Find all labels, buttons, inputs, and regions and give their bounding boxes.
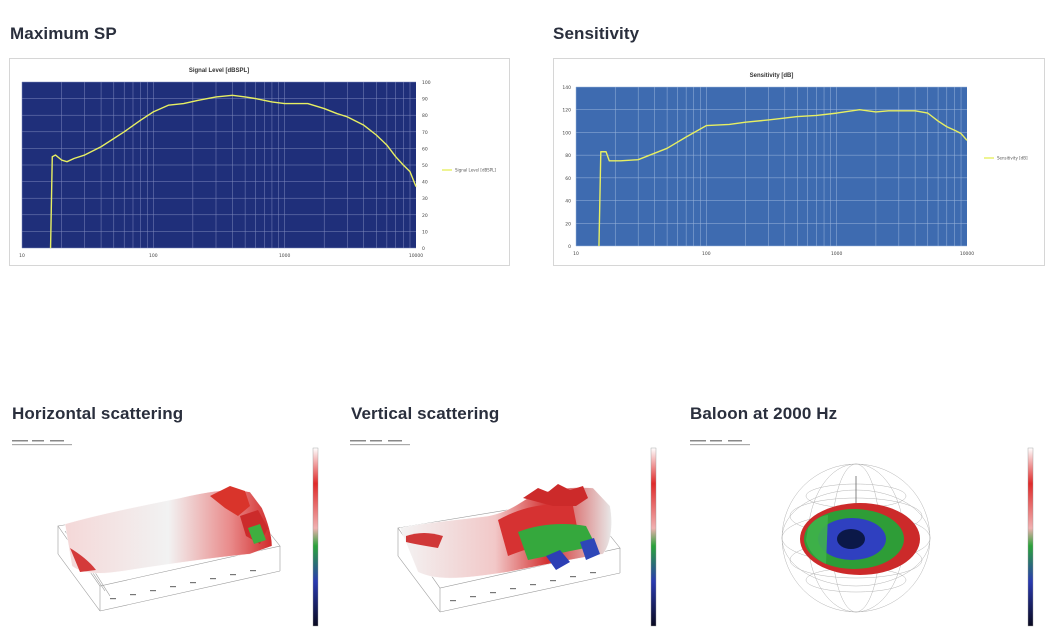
surface-peak bbox=[210, 486, 250, 516]
vertical-scattering-plot bbox=[350, 440, 657, 627]
axis-ticks bbox=[110, 570, 256, 600]
max-sp-series-line bbox=[49, 94, 417, 249]
sensitivity-chart-frame: Sensitivity [dB] 0 20 40 60 80 100 120 140 10 100 1… bbox=[553, 58, 1045, 266]
max-sp-x-tick-label: 10000 bbox=[409, 253, 423, 259]
colorbar bbox=[1027, 447, 1034, 627]
sensitivity-y-tick-label: 120 bbox=[562, 108, 571, 114]
max-sp-y-tick-label: 100 bbox=[422, 80, 431, 86]
max-sp-chart-title: Signal Level [dBSPL] bbox=[189, 68, 249, 74]
max-sp-y-tick-label: 20 bbox=[422, 213, 428, 219]
surface-green-area bbox=[518, 524, 596, 560]
max-sp-y-tick-label: 10 bbox=[422, 229, 428, 235]
legend-text-line bbox=[728, 440, 742, 442]
balloon-plot bbox=[690, 440, 1034, 627]
horizontal-surface bbox=[64, 490, 273, 574]
sensitivity-title: Sensitivity bbox=[553, 24, 640, 43]
max-sp-legend-label: Signal Level [dBSPL] bbox=[455, 168, 496, 173]
max-sp-x-tick-label: 100 bbox=[149, 253, 158, 259]
legend-text-line bbox=[350, 444, 410, 446]
max-sp-y-tick-label: 50 bbox=[422, 163, 428, 169]
sensitivity-y-tick-label: 60 bbox=[565, 176, 571, 182]
legend-text-line bbox=[388, 440, 402, 442]
balloon-panel bbox=[688, 436, 1046, 628]
sensitivity-y-tick-label: 0 bbox=[568, 244, 571, 250]
sensitivity-chart-title: Sensitivity [dB] bbox=[750, 73, 794, 79]
sensitivity-x-tick-label: 1000 bbox=[831, 251, 843, 257]
max-sp-y-tick-label: 0 bbox=[422, 246, 425, 252]
colorbar bbox=[312, 447, 319, 627]
axis-ticks bbox=[450, 572, 596, 602]
legend-text-line bbox=[32, 440, 44, 442]
balloon-title: Baloon at 2000 Hz bbox=[690, 404, 838, 423]
max-sp-grid bbox=[21, 81, 416, 249]
sensitivity-chart: Sensitivity [dB] 0 20 40 60 80 100 120 140 10 100 1… bbox=[562, 73, 1028, 257]
max-sp-title: Maximum SP bbox=[10, 24, 117, 43]
sensitivity-x-tick-label: 10000 bbox=[960, 251, 974, 257]
sensitivity-y-tick-label: 80 bbox=[565, 153, 571, 159]
surface-edge bbox=[70, 548, 96, 572]
sensitivity-y-tick-label: 40 bbox=[565, 199, 571, 205]
horizontal-scattering-title: Horizontal scattering bbox=[12, 404, 184, 423]
sensitivity-series-line bbox=[598, 109, 968, 247]
horizontal-scattering-plot bbox=[12, 440, 319, 627]
max-sp-y-tick-label: 40 bbox=[422, 180, 428, 186]
max-sp-x-tick-label: 1000 bbox=[279, 253, 291, 259]
max-sp-x-tick-label: 10 bbox=[19, 253, 25, 259]
legend-text-line bbox=[690, 440, 706, 442]
surface-blue-area bbox=[580, 538, 600, 560]
sensitivity-y-tick-label: 100 bbox=[562, 130, 571, 136]
sensitivity-x-tick-label: 100 bbox=[702, 251, 711, 257]
max-sp-y-tick-label: 60 bbox=[422, 146, 428, 152]
legend-text-line bbox=[690, 444, 750, 446]
legend-text-line bbox=[370, 440, 382, 442]
legend-text-line bbox=[350, 440, 366, 442]
balloon-green-lobe bbox=[806, 515, 828, 564]
legend-text-line bbox=[12, 444, 72, 446]
surface-blue-area bbox=[546, 550, 570, 570]
horizontal-scattering-panel bbox=[10, 436, 330, 628]
balloon-core bbox=[837, 529, 865, 549]
sensitivity-y-tick-label: 140 bbox=[562, 85, 571, 91]
max-sp-chart: Signal Level [dBSPL] 0 10 20 30 40 50 60 70 80 90 1… bbox=[19, 68, 496, 259]
sensitivity-x-tick-label: 10 bbox=[573, 251, 579, 257]
surface-green-area bbox=[248, 524, 266, 544]
sensitivity-plot-area bbox=[576, 87, 967, 246]
max-sp-chart-frame: Signal Level [dBSPL] 0 10 20 30 40 50 60 70 80 90 1… bbox=[9, 58, 510, 266]
legend-text-line bbox=[12, 440, 28, 442]
vertical-scattering-panel bbox=[348, 436, 670, 628]
legend-text-line bbox=[50, 440, 64, 442]
sensitivity-y-tick-label: 20 bbox=[565, 221, 571, 227]
colorbar bbox=[650, 447, 657, 627]
vertical-scattering-title: Vertical scattering bbox=[351, 404, 500, 423]
surface-edge bbox=[406, 533, 443, 548]
surface-peak bbox=[523, 484, 588, 506]
sensitivity-legend-label: Sensitivity [dB] bbox=[997, 156, 1028, 161]
max-sp-y-tick-label: 80 bbox=[422, 113, 428, 119]
max-sp-y-tick-label: 90 bbox=[422, 97, 428, 103]
max-sp-y-tick-label: 30 bbox=[422, 196, 428, 202]
legend-text-line bbox=[710, 440, 722, 442]
max-sp-y-tick-label: 70 bbox=[422, 130, 428, 136]
